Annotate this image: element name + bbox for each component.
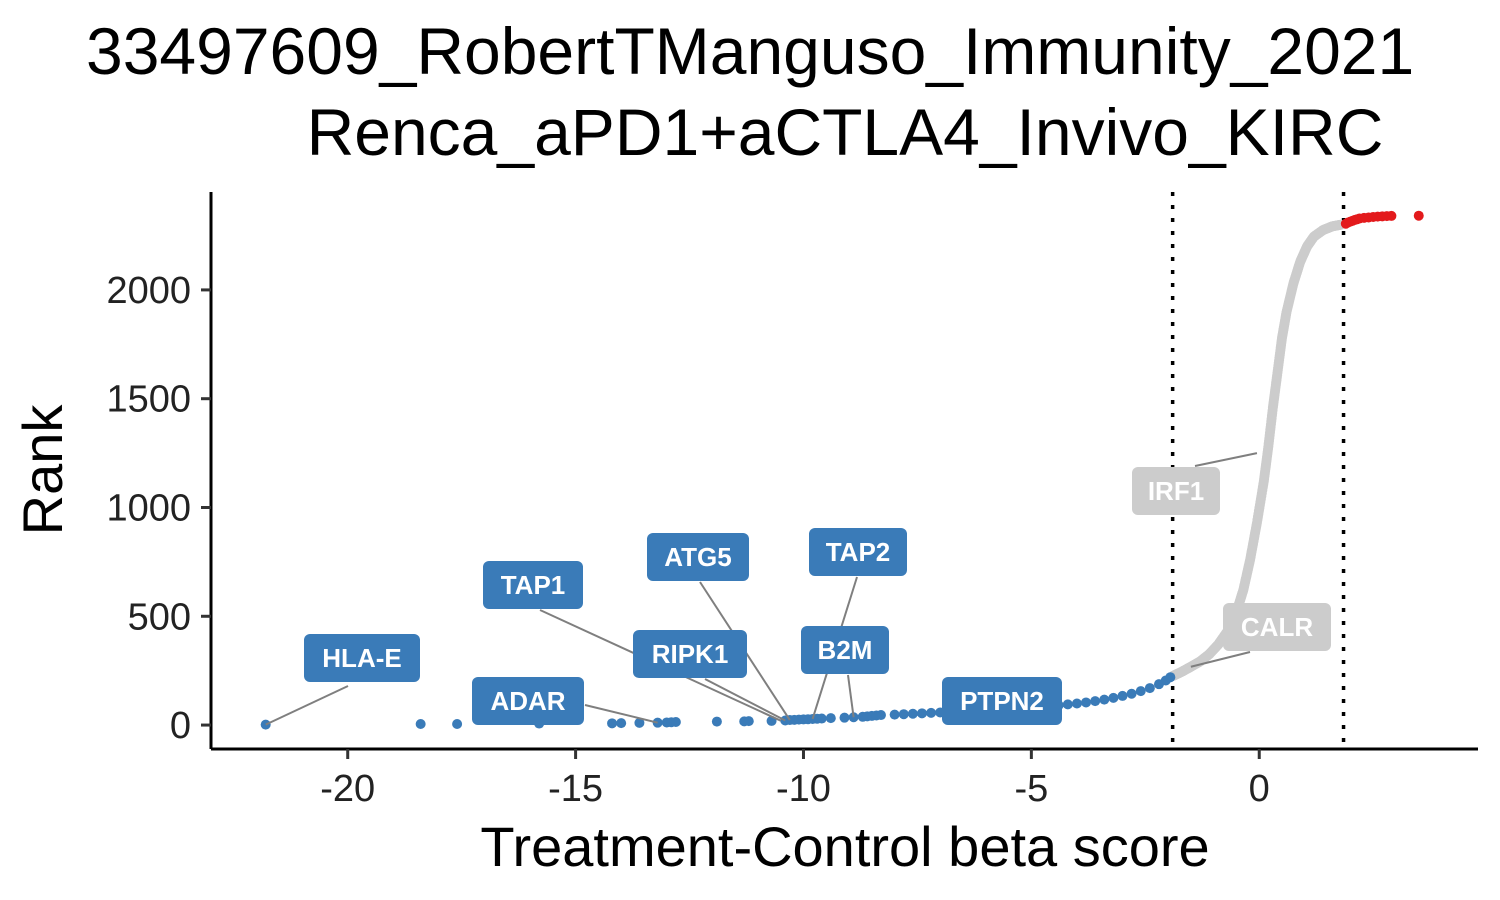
x-tick-label: -15 (548, 768, 603, 810)
negative-point (452, 718, 463, 729)
chart-title-line-2: Renca_aPD1+aCTLA4_Invivo_KIRC (307, 95, 1384, 169)
negative-point (1135, 686, 1146, 697)
label-text: ATG5 (664, 542, 731, 572)
label-box (942, 677, 1062, 725)
negative-point (825, 713, 836, 724)
label-box (801, 626, 889, 674)
y-tick-label: 0 (170, 705, 191, 747)
label-box (809, 528, 907, 576)
chart-title-line-1: 33497609_RobertTManguso_Immunity_2021 (86, 14, 1414, 88)
label-text: B2M (818, 635, 873, 665)
x-tick-label: -20 (320, 768, 375, 810)
negative-point (1126, 688, 1137, 699)
label-text: ADAR (490, 686, 565, 716)
y-tick-label: 500 (128, 596, 191, 638)
negative-point (1165, 672, 1176, 683)
label-box (647, 533, 749, 581)
label-text: PTPN2 (960, 686, 1044, 716)
x-axis-title: Treatment-Control beta score (480, 815, 1209, 878)
label-box (633, 630, 747, 678)
positive-point (1413, 210, 1424, 221)
y-axis-ticks: 0 500 1000 1500 2000 (106, 270, 211, 747)
y-axis-title: Rank (11, 404, 74, 536)
label-box (1132, 467, 1220, 515)
label-leader-line (704, 678, 786, 722)
negative-point (634, 717, 645, 728)
negative-point (916, 708, 927, 719)
negative-point (711, 716, 722, 727)
negative-point (1099, 694, 1110, 705)
label-text: RIPK1 (652, 639, 729, 669)
negative-point (1117, 690, 1128, 701)
x-tick-label: -5 (1014, 768, 1048, 810)
label-text: TAP1 (501, 570, 566, 600)
label-leader-line (265, 685, 349, 726)
label-box (472, 677, 584, 725)
x-axis-ticks: -20 -15 -10 -5 0 (320, 749, 1270, 810)
positive-point (1386, 210, 1397, 221)
negative-point (1081, 697, 1092, 708)
negative-point (1144, 683, 1155, 694)
label-box (304, 634, 420, 682)
negative-point (898, 709, 909, 720)
y-tick-label: 2000 (106, 270, 191, 312)
y-tick-label: 1000 (106, 487, 191, 529)
y-tick-label: 1500 (106, 379, 191, 421)
negative-point (1071, 698, 1082, 709)
label-text: IRF1 (1148, 476, 1204, 506)
negative-point (875, 710, 886, 721)
label-leader-line (584, 704, 658, 724)
negative-point (743, 716, 754, 727)
x-tick-label: 0 (1249, 768, 1270, 810)
label-box (483, 561, 583, 609)
label-box (1223, 603, 1331, 651)
negative-point (415, 718, 426, 729)
annotation-labels: HLA-E ADAR TAP1 ATG5 RIPK1 TAP2 B2M PTPN2 IRF1 CA… (265, 452, 1331, 726)
negative-point (607, 718, 618, 729)
positive-series (1340, 210, 1424, 229)
label-leader-line (847, 674, 855, 718)
label-text: CALR (1241, 612, 1313, 642)
x-tick-label: -10 (776, 768, 831, 810)
negative-point (670, 717, 681, 728)
negative-point (1090, 696, 1101, 707)
label-text: HLA-E (322, 643, 401, 673)
label-leader-line (1194, 452, 1258, 467)
negative-point (1108, 692, 1119, 703)
negative-point (616, 718, 627, 729)
negative-point (907, 708, 918, 719)
label-text: TAP2 (826, 537, 891, 567)
negative-point (889, 709, 900, 720)
negative-point (926, 707, 937, 718)
negative-point (839, 712, 850, 723)
negative-point (1062, 699, 1073, 710)
label-leader-line (1190, 651, 1251, 668)
negative-point (816, 713, 827, 724)
